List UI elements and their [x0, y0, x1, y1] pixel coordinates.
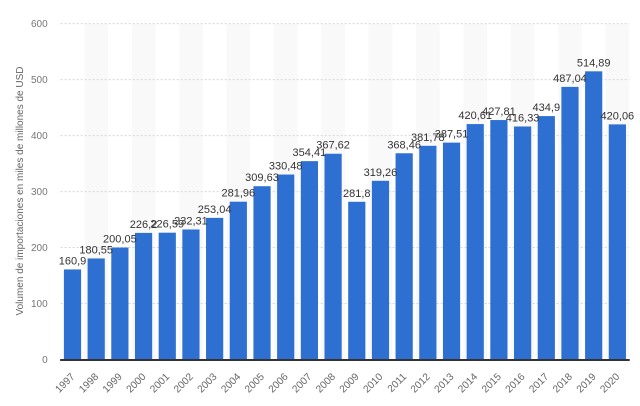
svg-text:487,04: 487,04	[553, 73, 587, 85]
svg-text:330,48: 330,48	[269, 161, 303, 173]
svg-text:281,8: 281,8	[343, 188, 371, 200]
svg-text:Volumen de importaciones en mi: Volumen de importaciones en miles de mil…	[15, 66, 26, 315]
svg-text:226,59: 226,59	[150, 219, 184, 231]
svg-text:420,06: 420,06	[601, 110, 635, 122]
svg-text:309,63: 309,63	[245, 172, 279, 184]
svg-text:180,55: 180,55	[79, 244, 113, 256]
svg-text:226,2: 226,2	[130, 219, 158, 231]
svg-text:367,62: 367,62	[316, 140, 350, 152]
svg-text:600: 600	[31, 19, 48, 30]
svg-text:387,51: 387,51	[435, 129, 469, 141]
svg-text:434,9: 434,9	[533, 102, 561, 114]
svg-text:514,89: 514,89	[577, 57, 611, 69]
svg-text:300: 300	[31, 187, 48, 198]
svg-text:0: 0	[42, 355, 48, 366]
svg-text:420,61: 420,61	[458, 110, 492, 122]
svg-text:368,46: 368,46	[387, 139, 421, 151]
svg-text:100: 100	[31, 299, 48, 310]
svg-text:232,31: 232,31	[174, 215, 208, 227]
svg-text:253,04: 253,04	[198, 204, 232, 216]
svg-text:160,9: 160,9	[59, 255, 87, 267]
svg-text:200: 200	[31, 243, 48, 254]
svg-text:281,96: 281,96	[222, 188, 256, 200]
svg-text:354,41: 354,41	[293, 147, 327, 159]
svg-text:381,78: 381,78	[411, 132, 445, 144]
svg-text:200,05: 200,05	[103, 234, 137, 246]
svg-text:416,33: 416,33	[506, 112, 540, 124]
svg-text:400: 400	[31, 131, 48, 142]
svg-text:427,81: 427,81	[482, 106, 516, 118]
svg-text:319,26: 319,26	[364, 167, 398, 179]
svg-text:500: 500	[31, 75, 48, 86]
